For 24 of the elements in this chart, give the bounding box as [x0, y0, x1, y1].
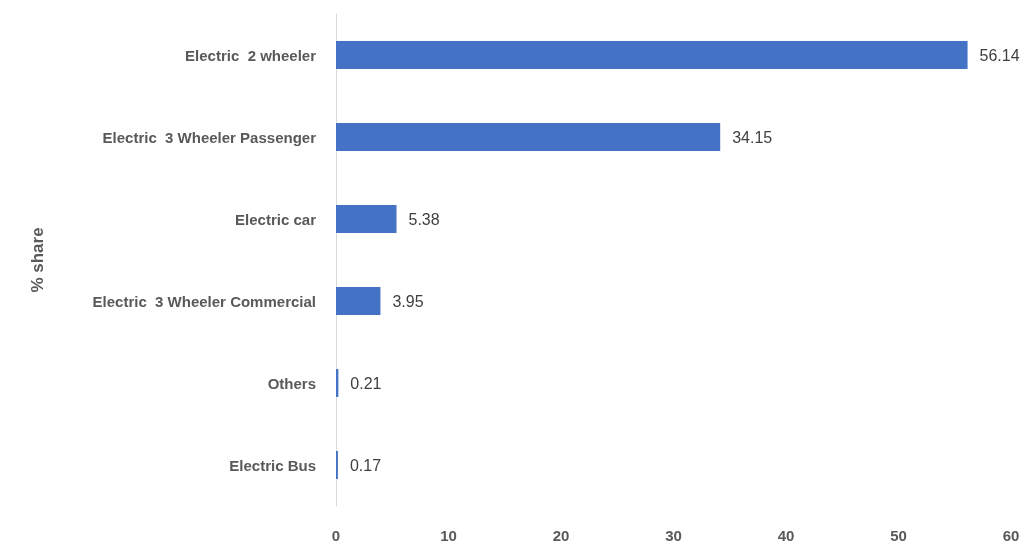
data-label: 0.21: [350, 374, 382, 392]
bar: [336, 287, 381, 315]
y-tick-label: Electric 2 wheeler: [185, 46, 317, 64]
bar: [336, 41, 968, 69]
x-tick-label: 40: [777, 527, 795, 544]
y-tick-label: Electric car: [235, 210, 317, 228]
x-tick-label: 50: [890, 527, 907, 544]
data-label: 3.95: [392, 292, 424, 310]
x-tick-label: 10: [440, 527, 457, 544]
y-tick-label: Others: [267, 374, 316, 392]
data-label: 34.15: [732, 128, 773, 146]
bar: [336, 205, 397, 233]
bar: [336, 123, 721, 151]
data-label: 0.17: [349, 456, 382, 474]
x-tick-label: 0: [331, 527, 341, 544]
data-label: 56.14: [979, 46, 1020, 64]
x-tick-label: 60: [1002, 527, 1020, 544]
y-tick-label: Electric 3 Wheeler Commercial: [92, 292, 316, 310]
y-tick-label: Electric 3 Wheeler Passenger: [102, 128, 317, 146]
y-axis-title: % share: [28, 227, 47, 293]
x-tick-label: 20: [552, 527, 570, 544]
y-tick-label: Electric Bus: [229, 456, 316, 474]
x-tick-label: 30: [665, 527, 682, 544]
data-label: 5.38: [408, 210, 440, 228]
